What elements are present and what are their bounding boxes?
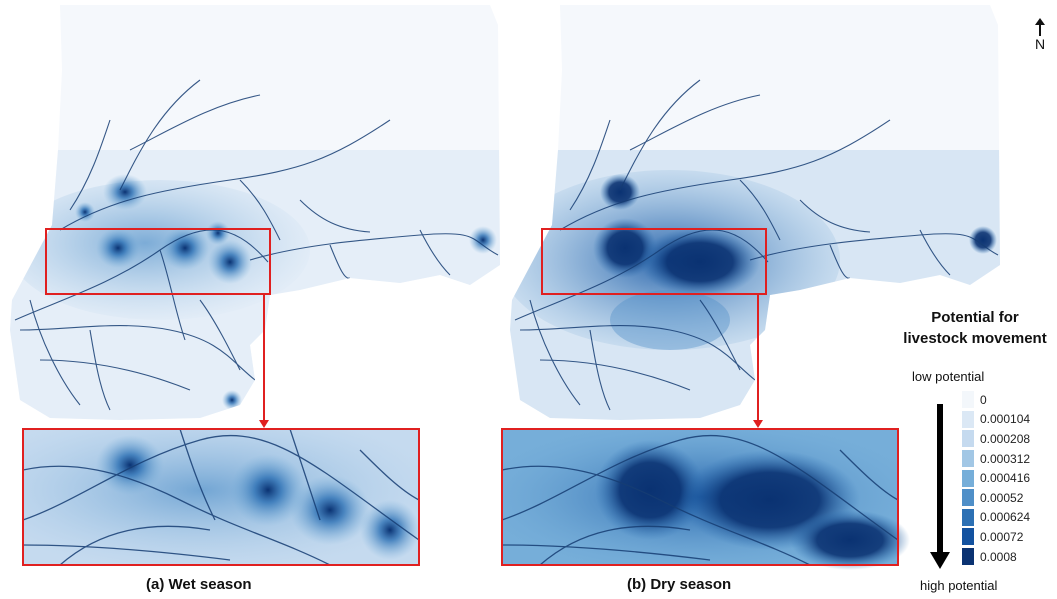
legend-value: 0.000208 bbox=[980, 431, 1031, 446]
caption-dry-season: (b) Dry season bbox=[627, 576, 732, 593]
legend-swatch bbox=[962, 489, 974, 507]
legend-low-label: low potential bbox=[912, 369, 985, 384]
legend-item: 0.000416 bbox=[962, 468, 1030, 488]
legend-value: 0 bbox=[980, 392, 987, 407]
legend-item: 0 bbox=[962, 390, 1030, 410]
wet-map-terrain bbox=[10, 5, 500, 420]
legend-item: 0.00052 bbox=[962, 488, 1030, 508]
legend-swatch bbox=[962, 548, 974, 566]
north-label: N bbox=[1034, 36, 1046, 52]
legend-value: 0.000104 bbox=[980, 412, 1031, 427]
legend-item: 0.000208 bbox=[962, 429, 1030, 449]
caption-wet-season: (a) Wet season bbox=[146, 576, 252, 593]
dry-highlight-box bbox=[541, 228, 767, 295]
north-arrow: N bbox=[1030, 18, 1050, 52]
legend-swatch bbox=[962, 410, 974, 428]
north-arrow-icon bbox=[1030, 18, 1050, 36]
legend-swatch bbox=[962, 450, 974, 468]
legend-swatch bbox=[962, 528, 974, 546]
legend-value: 0.00072 bbox=[980, 529, 1024, 544]
map-wet-season bbox=[10, 5, 500, 566]
legend-swatch bbox=[962, 469, 974, 487]
legend-title-line1: Potential for bbox=[931, 309, 1019, 326]
dry-map-terrain bbox=[510, 5, 1000, 420]
wet-inset-map bbox=[22, 428, 420, 566]
legend-item: 0.00072 bbox=[962, 527, 1030, 547]
legend-high-label: high potential bbox=[920, 578, 998, 593]
legend-item: 0.000624 bbox=[962, 508, 1030, 528]
legend-title: Potential for livestock movement bbox=[895, 307, 1055, 349]
wet-highlight-box bbox=[45, 228, 271, 295]
legend-list: 0 0.000104 0.000208 0.000312 0.000416 0.00052… bbox=[962, 390, 1030, 566]
map-dry-season bbox=[501, 5, 1000, 570]
dry-inset-map bbox=[501, 428, 910, 570]
legend-value: 0.000416 bbox=[980, 471, 1031, 486]
legend-item: 0.0008 bbox=[962, 547, 1030, 567]
legend-swatch bbox=[962, 508, 974, 526]
legend-arrow-icon bbox=[930, 404, 950, 569]
legend-title-line2: livestock movement bbox=[903, 330, 1047, 347]
legend-item: 0.000312 bbox=[962, 449, 1030, 469]
legend-value: 0.000624 bbox=[980, 510, 1031, 525]
legend-value: 0.00052 bbox=[980, 490, 1024, 505]
legend-value: 0.0008 bbox=[980, 549, 1017, 564]
legend-value: 0.000312 bbox=[980, 451, 1031, 466]
legend-swatch bbox=[962, 391, 974, 409]
legend-item: 0.000104 bbox=[962, 410, 1030, 430]
legend-swatch bbox=[962, 430, 974, 448]
